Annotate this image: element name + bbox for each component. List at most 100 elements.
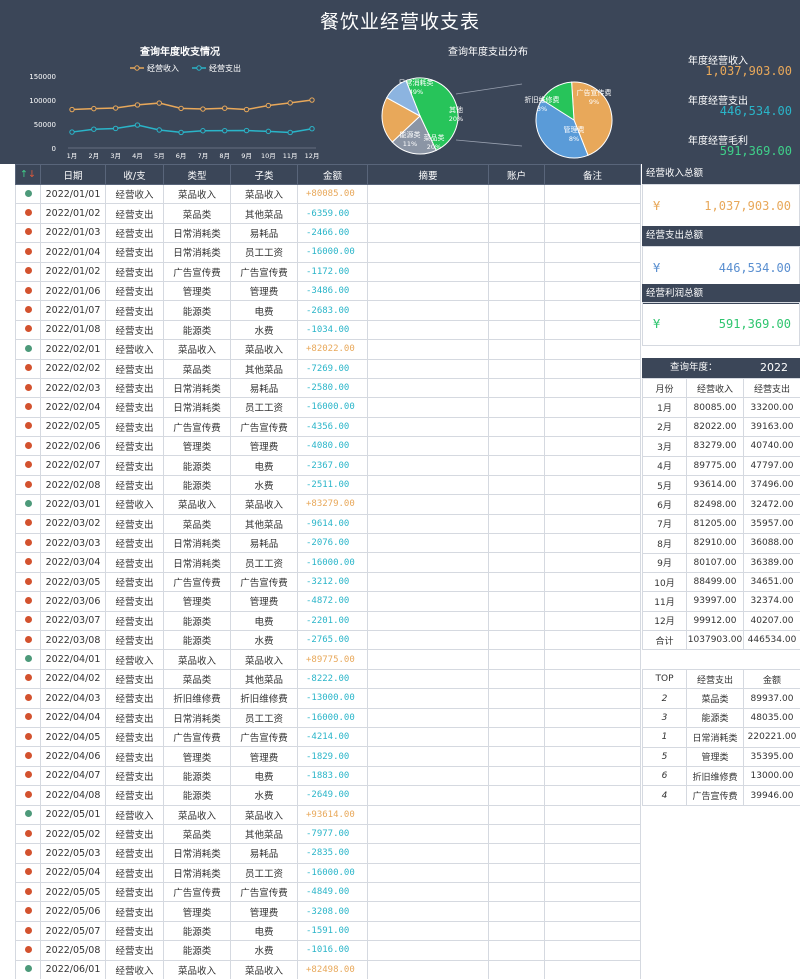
row-subtype[interactable]: 其他菜品	[230, 668, 298, 690]
row-account[interactable]	[488, 746, 545, 767]
row-type[interactable]: 能源类	[163, 785, 231, 806]
row-date[interactable]: 2022/04/04	[40, 707, 106, 728]
row-summary[interactable]	[367, 959, 489, 979]
row-account[interactable]	[488, 862, 545, 884]
row-account[interactable]	[488, 377, 545, 399]
row-summary[interactable]	[367, 242, 489, 263]
row-direction[interactable]: 经营支出	[105, 416, 164, 438]
row-summary[interactable]	[367, 688, 489, 709]
row-amount[interactable]: -2466.00	[297, 222, 368, 244]
row-amount[interactable]: -2580.00	[297, 377, 368, 399]
row-date[interactable]: 2022/04/02	[40, 668, 106, 690]
row-direction[interactable]: 经营支出	[105, 203, 164, 224]
row-type[interactable]: 管理类	[163, 280, 231, 302]
row-amount[interactable]: -7269.00	[297, 358, 368, 379]
row-summary[interactable]	[367, 397, 489, 418]
row-note[interactable]	[544, 377, 641, 399]
row-direction[interactable]: 经营支出	[105, 785, 164, 806]
row-type[interactable]: 日常消耗类	[163, 242, 231, 263]
row-date[interactable]: 2022/03/03	[40, 533, 106, 554]
row-date[interactable]: 2022/01/04	[40, 242, 106, 263]
row-subtype[interactable]: 广告宣传费	[230, 416, 298, 438]
row-subtype[interactable]: 管理费	[230, 280, 298, 302]
row-type[interactable]: 管理类	[163, 591, 231, 612]
row-account[interactable]	[488, 688, 545, 709]
row-account[interactable]	[488, 959, 545, 979]
row-subtype[interactable]: 其他菜品	[230, 513, 298, 535]
row-account[interactable]	[488, 843, 545, 864]
row-summary[interactable]	[367, 319, 489, 341]
row-date[interactable]: 2022/02/08	[40, 474, 106, 496]
row-note[interactable]	[544, 455, 641, 476]
row-type[interactable]: 能源类	[163, 319, 231, 341]
row-amount[interactable]: -13000.00	[297, 688, 368, 709]
table-row[interactable]: 2022/01/08 经营支出 能源类 水费 -1034.00	[15, 319, 641, 341]
table-row[interactable]: 2022/04/03 经营支出 折旧维修费 折旧维修费 -13000.00	[15, 688, 641, 709]
row-note[interactable]	[544, 629, 641, 651]
row-subtype[interactable]: 广告宣传费	[230, 261, 298, 282]
row-amount[interactable]: -2511.00	[297, 474, 368, 496]
table-row[interactable]: 2022/01/01 经营收入 菜品收入 菜品收入 +80085.00	[15, 183, 641, 205]
row-date[interactable]: 2022/02/05	[40, 416, 106, 438]
row-summary[interactable]	[367, 882, 489, 903]
row-subtype[interactable]: 管理费	[230, 746, 298, 767]
row-direction[interactable]: 经营支出	[105, 940, 164, 961]
row-subtype[interactable]: 员工工资	[230, 397, 298, 418]
row-account[interactable]	[488, 882, 545, 903]
row-date[interactable]: 2022/01/07	[40, 300, 106, 321]
row-subtype[interactable]: 水费	[230, 319, 298, 341]
row-note[interactable]	[544, 610, 641, 631]
table-row[interactable]: 2022/02/01 经营收入 菜品收入 菜品收入 +82022.00	[15, 339, 641, 360]
row-account[interactable]	[488, 591, 545, 612]
table-row[interactable]: 2022/05/05 经营支出 广告宣传费 广告宣传费 -4849.00	[15, 882, 641, 903]
row-note[interactable]	[544, 533, 641, 554]
row-account[interactable]	[488, 610, 545, 631]
row-note[interactable]	[544, 203, 641, 224]
table-row[interactable]: 2022/05/03 经营支出 日常消耗类 易耗品 -2835.00	[15, 843, 641, 864]
row-subtype[interactable]: 广告宣传费	[230, 726, 298, 748]
row-direction[interactable]: 经营支出	[105, 843, 164, 864]
row-direction[interactable]: 经营支出	[105, 668, 164, 690]
row-type[interactable]: 日常消耗类	[163, 533, 231, 554]
table-row[interactable]: 2022/01/03 经营支出 日常消耗类 易耗品 -2466.00	[15, 222, 641, 244]
row-direction[interactable]: 经营支出	[105, 591, 164, 612]
row-direction[interactable]: 经营支出	[105, 436, 164, 457]
row-account[interactable]	[488, 203, 545, 224]
table-row[interactable]: 2022/02/06 经营支出 管理类 管理费 -4080.00	[15, 436, 641, 457]
row-amount[interactable]: -2076.00	[297, 533, 368, 554]
row-summary[interactable]	[367, 707, 489, 728]
row-type[interactable]: 菜品收入	[163, 183, 231, 205]
row-account[interactable]	[488, 533, 545, 554]
table-row[interactable]: 2022/01/07 经营支出 能源类 电费 -2683.00	[15, 300, 641, 321]
row-summary[interactable]	[367, 746, 489, 767]
row-subtype[interactable]: 易耗品	[230, 843, 298, 864]
row-type[interactable]: 菜品类	[163, 358, 231, 379]
row-direction[interactable]: 经营支出	[105, 261, 164, 282]
col-header-summary[interactable]: 摘要	[367, 164, 489, 185]
row-subtype[interactable]: 其他菜品	[230, 823, 298, 845]
row-summary[interactable]	[367, 222, 489, 244]
row-type[interactable]: 日常消耗类	[163, 222, 231, 244]
row-direction[interactable]: 经营收入	[105, 494, 164, 515]
row-summary[interactable]	[367, 261, 489, 282]
row-direction[interactable]: 经营支出	[105, 901, 164, 922]
row-amount[interactable]: -2765.00	[297, 629, 368, 651]
row-date[interactable]: 2022/05/07	[40, 920, 106, 942]
row-account[interactable]	[488, 436, 545, 457]
row-amount[interactable]: -1034.00	[297, 319, 368, 341]
row-note[interactable]	[544, 591, 641, 612]
row-amount[interactable]: +82022.00	[297, 339, 368, 360]
row-note[interactable]	[544, 242, 641, 263]
row-direction[interactable]: 经营支出	[105, 862, 164, 884]
row-direction[interactable]: 经营支出	[105, 397, 164, 418]
row-type[interactable]: 管理类	[163, 436, 231, 457]
row-summary[interactable]	[367, 300, 489, 321]
row-note[interactable]	[544, 494, 641, 515]
row-amount[interactable]: -16000.00	[297, 862, 368, 884]
row-summary[interactable]	[367, 339, 489, 360]
table-row[interactable]: 2022/03/02 经营支出 菜品类 其他菜品 -9614.00	[15, 513, 641, 535]
row-account[interactable]	[488, 726, 545, 748]
row-amount[interactable]: -3208.00	[297, 901, 368, 922]
row-date[interactable]: 2022/05/02	[40, 823, 106, 845]
row-amount[interactable]: -4872.00	[297, 591, 368, 612]
